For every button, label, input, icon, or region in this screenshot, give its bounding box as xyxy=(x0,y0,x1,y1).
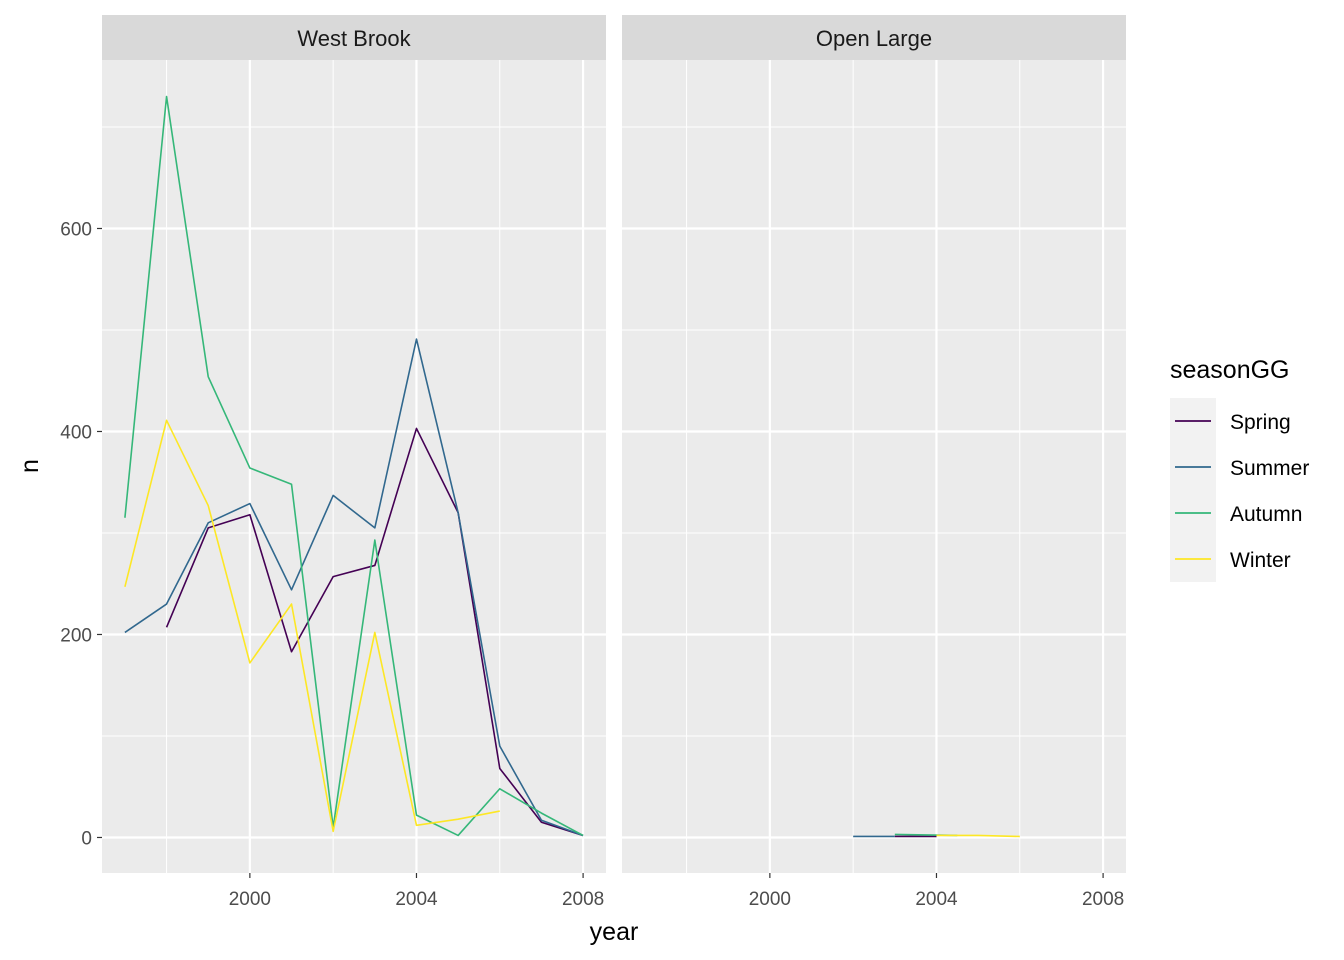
x-axis-open-large: 2000 2004 2008 xyxy=(749,873,1124,910)
grid-west-brook xyxy=(102,60,606,873)
panel-open-large: Open Large xyxy=(622,15,1126,873)
strip-west-brook xyxy=(102,15,606,60)
series-lines-west-brook xyxy=(124,95,584,837)
panel-west-brook: West Brook xyxy=(102,15,606,873)
x-axis-west-brook: 2000 2004 2008 xyxy=(229,873,604,910)
x-tick-label: 2008 xyxy=(1082,889,1124,910)
legend-label-winter: Winter xyxy=(1230,549,1291,572)
x-tick-label: 2000 xyxy=(749,889,791,910)
x-axis-title: year xyxy=(590,918,639,946)
strip-title-open-large: Open Large xyxy=(816,26,932,51)
y-tick-label: 0 xyxy=(81,828,92,849)
x-tick-label: 2004 xyxy=(915,889,958,910)
y-axis: 0 200 400 600 xyxy=(60,219,102,849)
x-tick-label: 2008 xyxy=(562,889,604,910)
y-tick-label: 200 xyxy=(60,625,92,646)
series-lines-open-large xyxy=(853,833,1020,838)
legend: seasonGG Spring Summer Autumn Winter xyxy=(1170,356,1309,582)
y-tick-label: 400 xyxy=(60,422,92,443)
legend-label-autumn: Autumn xyxy=(1230,503,1302,526)
legend-label-spring: Spring xyxy=(1230,411,1291,434)
series-line-winter xyxy=(124,419,500,833)
y-tick-label: 600 xyxy=(60,219,92,240)
series-line-autumn xyxy=(124,95,584,837)
x-tick-label: 2004 xyxy=(395,889,438,910)
series-line-winter xyxy=(936,834,1020,838)
series-line-spring xyxy=(165,427,584,837)
legend-keys: Spring Summer Autumn Winter xyxy=(1170,398,1309,582)
x-tick-label: 2000 xyxy=(229,889,271,910)
legend-label-summer: Summer xyxy=(1230,457,1309,480)
strip-title-west-brook: West Brook xyxy=(297,26,411,51)
plot-background-west-brook xyxy=(102,60,606,873)
plot-background-open-large xyxy=(622,60,1126,873)
strip-open-large xyxy=(622,15,1126,60)
legend-title: seasonGG xyxy=(1170,356,1290,384)
y-axis-title: n xyxy=(16,459,44,473)
grid-open-large xyxy=(622,60,1126,873)
series-line-summer xyxy=(124,338,584,837)
